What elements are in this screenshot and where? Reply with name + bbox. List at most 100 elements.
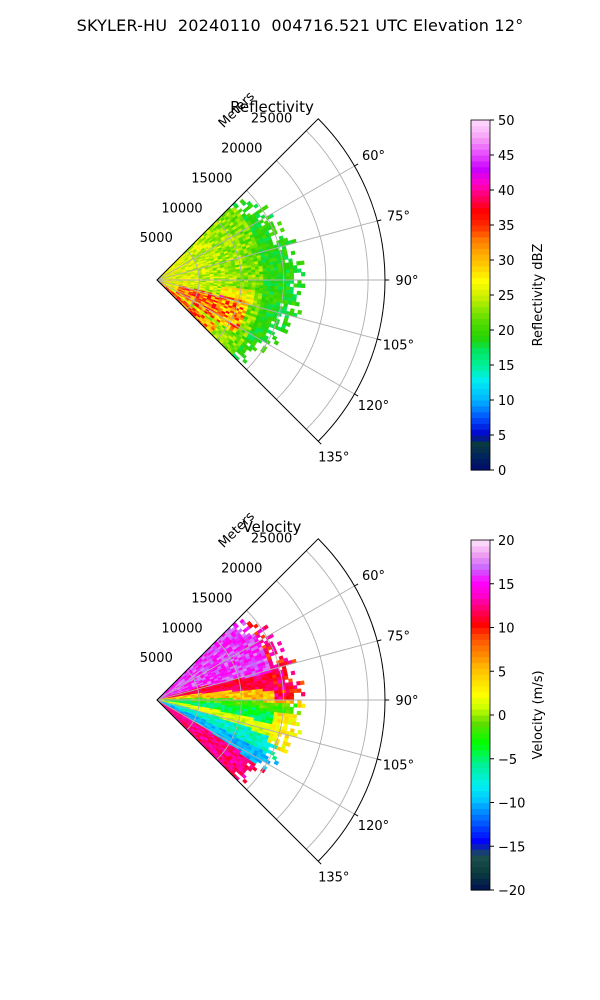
colorbar-segment bbox=[471, 155, 490, 162]
colorbar-tick-label: 45 bbox=[498, 149, 515, 164]
radar-gate bbox=[266, 702, 272, 707]
radar-gate bbox=[255, 284, 260, 289]
radar-gate bbox=[244, 694, 249, 698]
radar-gate bbox=[297, 729, 303, 735]
radar-gate bbox=[297, 283, 302, 288]
radar-gate bbox=[243, 692, 249, 696]
radar-gate bbox=[285, 709, 290, 715]
colorbar-segment bbox=[471, 207, 490, 214]
colorbar-segment bbox=[471, 201, 490, 209]
colorbar-segment bbox=[471, 283, 490, 290]
radar-gate bbox=[243, 272, 249, 276]
radar-gate bbox=[266, 273, 272, 278]
azimuth-line bbox=[156, 279, 355, 395]
radar-gate bbox=[266, 693, 272, 698]
colorbar-segment bbox=[471, 755, 490, 763]
colorbar-segment bbox=[471, 767, 490, 774]
radar-gate bbox=[274, 285, 279, 290]
radar-gate bbox=[278, 696, 283, 701]
colorbar-segment bbox=[471, 855, 490, 862]
radar-gate bbox=[297, 699, 302, 705]
radar-gate bbox=[289, 276, 294, 281]
radar-gate bbox=[278, 699, 283, 704]
azimuth-line bbox=[156, 279, 378, 340]
radar-gate bbox=[281, 706, 287, 711]
colorbar-segment bbox=[471, 540, 490, 547]
colorbar-segment bbox=[471, 452, 490, 459]
colorbar-segment bbox=[471, 376, 490, 384]
colorbar-segment bbox=[471, 668, 490, 675]
colorbar-segment bbox=[471, 615, 490, 623]
range-tick-label: 10000 bbox=[161, 201, 202, 216]
colorbar-segment bbox=[471, 172, 490, 179]
radar-gate bbox=[292, 265, 298, 270]
radar-gate bbox=[242, 358, 248, 364]
radar-gate bbox=[286, 699, 291, 704]
colorbar-segment bbox=[471, 645, 490, 652]
radar-gate bbox=[273, 263, 279, 268]
radar-gate bbox=[263, 693, 268, 698]
radar-gate bbox=[277, 266, 283, 271]
radar-gate bbox=[299, 260, 305, 266]
radar-gate bbox=[288, 261, 294, 267]
radar-gate bbox=[296, 710, 302, 716]
radar-gate bbox=[294, 301, 300, 307]
radar-gate bbox=[270, 696, 275, 701]
range-tick-label: 20000 bbox=[221, 562, 262, 577]
reflectivity-field bbox=[156, 198, 306, 364]
colorbar-segment bbox=[471, 365, 490, 372]
colorbar-segment bbox=[471, 575, 490, 582]
radar-gate bbox=[278, 276, 283, 281]
azimuth-tick-label: 90° bbox=[395, 274, 418, 289]
radar-gate bbox=[284, 262, 290, 267]
radar-gate bbox=[274, 273, 279, 278]
colorbar-segment bbox=[471, 790, 490, 798]
radar-gate bbox=[270, 267, 275, 272]
radar-gate bbox=[297, 279, 302, 285]
colorbar-label: Reflectivity dBZ bbox=[531, 244, 546, 347]
colorbar-segment bbox=[471, 650, 490, 658]
radar-gate bbox=[289, 710, 294, 715]
radar-gate bbox=[281, 289, 287, 294]
radar-gate bbox=[278, 693, 283, 698]
radar-gate bbox=[263, 273, 268, 278]
radar-gate bbox=[293, 703, 298, 708]
colorbar-segment bbox=[471, 691, 490, 699]
radar-gate bbox=[247, 702, 253, 706]
radar-gate bbox=[247, 694, 253, 698]
colorbar-segment bbox=[471, 715, 490, 722]
colorbar-segment bbox=[471, 423, 490, 430]
radar-gate bbox=[274, 699, 279, 704]
radar-gate bbox=[271, 335, 278, 341]
radar-gate bbox=[270, 276, 275, 281]
colorbar-segment bbox=[471, 300, 490, 308]
radar-gate bbox=[270, 282, 276, 287]
radar-gate bbox=[281, 692, 287, 697]
colorbar-segment bbox=[471, 802, 490, 809]
radar-gate bbox=[277, 689, 283, 694]
radar-gate bbox=[247, 282, 253, 286]
radar-gate bbox=[251, 702, 257, 706]
radar-gate bbox=[270, 687, 275, 692]
radar-gate bbox=[253, 623, 259, 629]
radar-gate bbox=[221, 696, 226, 699]
radar-gate bbox=[281, 682, 286, 688]
radar-gate bbox=[266, 270, 272, 275]
radar-gate bbox=[300, 283, 306, 289]
radar-gate bbox=[289, 706, 294, 711]
radar-gate bbox=[251, 282, 257, 286]
colorbar-segment bbox=[471, 347, 490, 354]
radar-gate bbox=[236, 695, 241, 699]
colorbar-segment bbox=[471, 685, 490, 693]
radar-gate bbox=[285, 703, 291, 708]
colorbar-segment bbox=[471, 814, 490, 821]
radar-gate bbox=[277, 709, 283, 714]
radar-gate bbox=[278, 702, 283, 707]
radar-gate bbox=[296, 268, 302, 273]
radar-gate bbox=[294, 721, 300, 727]
radar-gate bbox=[266, 285, 272, 290]
radar-gate bbox=[244, 274, 249, 278]
colorbar-segment bbox=[471, 137, 490, 144]
colorbar-tick-label: 35 bbox=[498, 219, 515, 234]
radar-gate bbox=[277, 289, 283, 294]
